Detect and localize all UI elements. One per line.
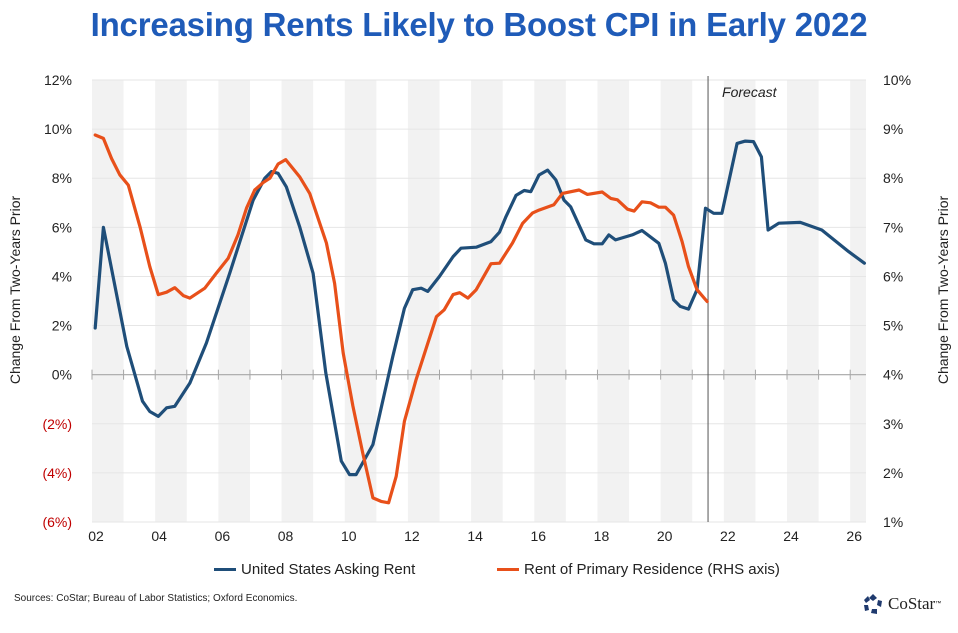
year-band bbox=[344, 80, 377, 522]
y-right-tick-label: 2% bbox=[883, 465, 903, 481]
y-left-tick-label: 6% bbox=[52, 219, 72, 235]
year-shading-bands bbox=[92, 80, 866, 522]
year-band bbox=[534, 80, 566, 522]
forecast-marker: Forecast bbox=[707, 76, 778, 522]
y-left-tick-label: (4%) bbox=[42, 465, 72, 481]
x-tick-label: 14 bbox=[467, 528, 483, 544]
y-right-tick-label: 1% bbox=[883, 514, 903, 530]
costar-star-icon bbox=[864, 594, 882, 614]
costar-logo: CoStar ™ bbox=[862, 593, 941, 615]
y-axis-right-label: Change From Two-Years Prior bbox=[935, 196, 951, 385]
logo-text: CoStar bbox=[888, 594, 936, 613]
gridlines bbox=[92, 79, 866, 523]
x-tick-label: 16 bbox=[530, 528, 546, 544]
y-axis-left: 12% 10% 8% 6% 4% 2% 0% (2%) (4%) (6%) bbox=[42, 72, 72, 530]
y-left-tick-label: 4% bbox=[52, 268, 72, 284]
x-tick-label: 22 bbox=[720, 528, 736, 544]
legend-label: United States Asking Rent bbox=[241, 561, 416, 578]
year-band bbox=[597, 80, 630, 522]
x-tick-label: 12 bbox=[404, 528, 420, 544]
y-right-tick-label: 10% bbox=[883, 72, 911, 88]
series-lines bbox=[93, 133, 866, 505]
year-band bbox=[218, 80, 250, 522]
year-band bbox=[407, 80, 440, 522]
y-left-tick-label: 2% bbox=[52, 318, 72, 334]
x-tick-label: 04 bbox=[151, 528, 167, 544]
year-band bbox=[787, 80, 819, 522]
y-right-tick-label: 4% bbox=[883, 367, 903, 383]
x-tick-label: 06 bbox=[215, 528, 231, 544]
chart-title: Increasing Rents Likely to Boost CPI in … bbox=[90, 6, 868, 43]
x-tick-label: 08 bbox=[278, 528, 294, 544]
forecast-label: Forecast bbox=[722, 84, 778, 100]
sources-note: Sources: CoStar; Bureau of Labor Statist… bbox=[14, 593, 298, 604]
legend-label: Rent of Primary Residence (RHS axis) bbox=[524, 561, 780, 578]
y-right-tick-label: 9% bbox=[883, 121, 903, 137]
y-left-tick-label: 0% bbox=[52, 367, 72, 383]
x-tick-label: 24 bbox=[783, 528, 799, 544]
y-right-tick-label: 3% bbox=[883, 416, 903, 432]
y-left-tick-label: (2%) bbox=[42, 416, 72, 432]
y-left-tick-label: 8% bbox=[52, 170, 72, 186]
x-tick-label: 20 bbox=[657, 528, 673, 544]
logo-trademark: ™ bbox=[935, 601, 942, 607]
y-right-tick-label: 8% bbox=[883, 170, 903, 186]
series-line-asking-rent bbox=[93, 139, 866, 477]
legend-item-primary-residence: Rent of Primary Residence (RHS axis) bbox=[497, 561, 780, 578]
y-axis-left-label: Change From Two-Years Prior bbox=[7, 196, 23, 385]
year-band bbox=[471, 80, 503, 522]
x-tick-label: 26 bbox=[846, 528, 862, 544]
y-axis-right: 10% 9% 8% 7% 6% 5% 4% 3% 2% 1% bbox=[883, 72, 911, 530]
y-left-tick-label: 10% bbox=[44, 121, 72, 137]
y-right-tick-label: 7% bbox=[883, 219, 903, 235]
y-right-tick-label: 5% bbox=[883, 318, 903, 334]
year-band bbox=[723, 80, 756, 522]
year-band bbox=[850, 80, 866, 522]
x-tick-label: 18 bbox=[594, 528, 610, 544]
legend-swatch-asking-rent bbox=[214, 568, 236, 571]
legend-item-asking-rent: United States Asking Rent bbox=[214, 561, 415, 578]
legend-swatch-primary-residence bbox=[497, 568, 519, 571]
y-left-tick-label: 12% bbox=[44, 72, 72, 88]
x-tick-label: 02 bbox=[88, 528, 104, 544]
y-right-tick-label: 6% bbox=[883, 268, 903, 284]
year-band bbox=[155, 80, 187, 522]
y-left-tick-label: (6%) bbox=[42, 514, 72, 530]
x-axis: 02 04 06 08 10 12 14 16 18 20 22 24 26 bbox=[88, 369, 866, 544]
series-line-primary-residence bbox=[93, 133, 709, 505]
year-band bbox=[281, 80, 314, 522]
x-tick-label: 10 bbox=[341, 528, 357, 544]
